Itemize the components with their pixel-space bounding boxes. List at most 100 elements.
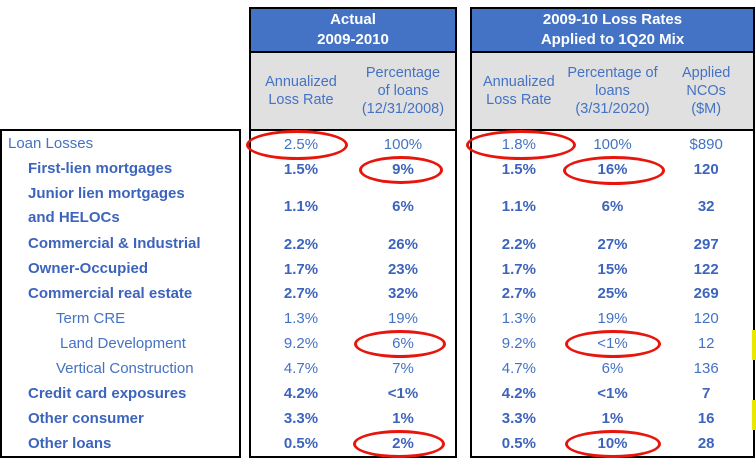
pct-loans-cell: <1% bbox=[597, 335, 628, 353]
pct-loans-cell: 7% bbox=[392, 360, 414, 378]
row-label-other-consumer: Other consumer bbox=[2, 406, 239, 431]
loss-rate-cell: 1.8% bbox=[501, 135, 536, 153]
pct-loans-cell: 6% bbox=[601, 198, 624, 216]
row-label-text: Land Development bbox=[60, 334, 186, 352]
table-row: 3.3% 1% 16 bbox=[472, 406, 753, 431]
pct-loans-cell: 1% bbox=[392, 410, 414, 428]
table-row: 1.8% 100% $890 bbox=[472, 132, 753, 157]
actual-table-column-headers: Annualized Loss Rate Percentage of loans… bbox=[249, 51, 457, 131]
row-label-owner-occupied: Owner-Occupied bbox=[2, 256, 239, 281]
pct-loans-cell: 6% bbox=[392, 198, 414, 216]
pct-loans-cell: 15% bbox=[597, 260, 628, 278]
row-label-text: Owner-Occupied bbox=[28, 259, 149, 277]
loss-rate-cell: 1.5% bbox=[283, 160, 319, 178]
percentage-of-loans-header: Percentage of loans (12/31/2008) bbox=[361, 65, 445, 117]
loss-rate-cell: 2.2% bbox=[501, 235, 536, 253]
row-label-text: Vertical Construction bbox=[56, 359, 194, 377]
pct-loans-cell: <1% bbox=[387, 385, 419, 403]
table-row: 2.2% 26% bbox=[251, 232, 455, 257]
row-label-junior-lien-helocs: Junior lien mortgages and HELOCs bbox=[2, 181, 239, 231]
pct-loans-cell: 100% bbox=[593, 135, 632, 153]
annualized-loss-rate-header: Annualized Loss Rate bbox=[265, 74, 337, 108]
table-row: 1.1% 6% bbox=[251, 182, 455, 232]
loss-rate-cell: 3.3% bbox=[283, 410, 319, 428]
table-row: 9.2% <1% 12 bbox=[472, 331, 753, 356]
pct-loans-cell: 23% bbox=[387, 260, 418, 278]
row-label-first-lien-mortgages: First-lien mortgages bbox=[2, 156, 239, 181]
actual-table-body: 2.5% 100% 1.5% 9% 1.1% 6% 2.2% 26% 1.7% 23% 2… bbox=[249, 129, 457, 458]
ncos-cell: 28 bbox=[697, 435, 715, 453]
row-label-land-development: Land Development bbox=[2, 331, 239, 356]
pct-loans-cell: 1% bbox=[601, 410, 624, 428]
table-row: 1.1% 6% 32 bbox=[472, 182, 753, 232]
loss-rate-cell: 1.3% bbox=[501, 310, 536, 328]
actual-table-title: Actual 2009-2010 bbox=[249, 7, 457, 53]
ncos-cell: 122 bbox=[693, 260, 719, 278]
applied-table-column-headers: Annualized Loss Rate Percentage of loans… bbox=[470, 51, 755, 131]
pct-loans-cell: 6% bbox=[392, 335, 414, 353]
pct-loans-cell: 32% bbox=[387, 285, 418, 303]
row-labels-panel: Loan Losses First-lien mortgages Junior … bbox=[0, 129, 241, 458]
row-label-term-cre: Term CRE bbox=[2, 306, 239, 331]
ncos-cell: 120 bbox=[693, 160, 719, 178]
table-row: 2.7% 25% 269 bbox=[472, 282, 753, 307]
pct-loans-cell: 19% bbox=[387, 310, 418, 328]
row-label-other-loans: Other loans bbox=[2, 431, 239, 456]
loss-rate-cell: 4.2% bbox=[283, 385, 319, 403]
row-label-text: Commercial & Industrial bbox=[28, 234, 201, 252]
table-row: 4.2% <1% 7 bbox=[472, 381, 753, 406]
row-label-text: Other consumer bbox=[28, 409, 144, 427]
yellow-highlight-artifact bbox=[752, 330, 756, 360]
table-row: 1.5% 9% bbox=[251, 157, 455, 182]
pct-loans-cell: 26% bbox=[387, 235, 418, 253]
table-row: 2.5% 100% bbox=[251, 132, 455, 157]
row-label-text: Term CRE bbox=[56, 309, 126, 327]
table-row: 9.2% 6% bbox=[251, 331, 455, 356]
table-row: 3.3% 1% bbox=[251, 406, 455, 431]
row-label-text: First-lien mortgages bbox=[28, 159, 173, 177]
loss-rate-cell: 1.1% bbox=[501, 198, 536, 216]
loss-rate-cell: 0.5% bbox=[283, 435, 319, 453]
table-row: 1.3% 19% 120 bbox=[472, 306, 753, 331]
percentage-of-loans-header: Percentage of loans (3/31/2020) bbox=[567, 65, 658, 117]
ncos-cell: 297 bbox=[693, 235, 719, 253]
row-label-loan-losses: Loan Losses bbox=[2, 131, 239, 156]
loss-rate-cell: 9.2% bbox=[501, 335, 536, 353]
row-label-text: Loan Losses bbox=[8, 134, 94, 152]
ncos-cell: 269 bbox=[693, 285, 719, 303]
table-row: 1.3% 19% bbox=[251, 306, 455, 331]
applied-table-body: 1.8% 100% $890 1.5% 16% 120 1.1% 6% 32 2.2% 27%… bbox=[470, 129, 755, 458]
table-row: 4.2% <1% bbox=[251, 381, 455, 406]
loss-rate-cell: 2.7% bbox=[283, 285, 319, 303]
loss-rate-cell: 4.2% bbox=[501, 385, 536, 403]
loss-rate-cell: 1.7% bbox=[501, 260, 536, 278]
applied-ncos-header: Applied NCOs ($M) bbox=[681, 65, 731, 117]
loss-rate-cell: 9.2% bbox=[283, 335, 319, 353]
loss-rate-cell: 3.3% bbox=[501, 410, 536, 428]
pct-loans-cell: 16% bbox=[597, 160, 628, 178]
ncos-cell: 12 bbox=[697, 335, 715, 353]
table-row: 1.7% 23% bbox=[251, 257, 455, 282]
row-label-text: Other loans bbox=[28, 434, 112, 452]
annualized-loss-rate-header: Annualized Loss Rate bbox=[482, 74, 555, 108]
loss-rate-cell: 1.5% bbox=[501, 160, 536, 178]
table-row: 0.5% 10% 28 bbox=[472, 431, 753, 456]
ncos-cell: 136 bbox=[693, 360, 719, 378]
pct-loans-cell: <1% bbox=[597, 385, 628, 403]
applied-table-title: 2009-10 Loss Rates Applied to 1Q20 Mix bbox=[470, 7, 755, 53]
pct-loans-cell: 9% bbox=[392, 160, 414, 178]
loss-rate-cell: 0.5% bbox=[501, 435, 536, 453]
loss-rate-cell: 4.7% bbox=[283, 360, 319, 378]
table-row: 1.5% 16% 120 bbox=[472, 157, 753, 182]
table-row: 1.7% 15% 122 bbox=[472, 257, 753, 282]
row-label-commercial-real-estate: Commercial real estate bbox=[2, 281, 239, 306]
table-row: 2.7% 32% bbox=[251, 282, 455, 307]
loss-rate-cell: 4.7% bbox=[501, 360, 536, 378]
ncos-cell: 7 bbox=[702, 385, 711, 403]
table-row: 4.7% 6% 136 bbox=[472, 356, 753, 381]
ncos-cell: 32 bbox=[697, 198, 715, 216]
loss-rate-cell: 2.5% bbox=[283, 135, 319, 153]
row-label-text: Junior lien mortgages and HELOCs bbox=[28, 185, 185, 226]
ncos-cell: 16 bbox=[697, 410, 715, 428]
